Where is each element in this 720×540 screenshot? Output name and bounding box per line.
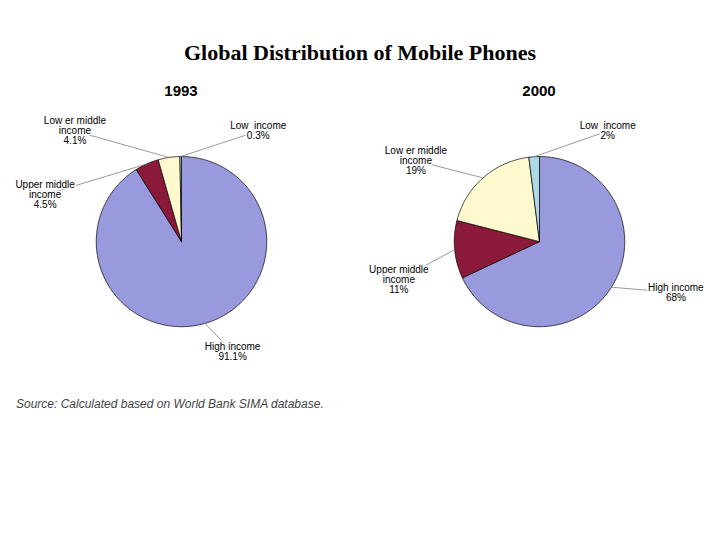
svg-text:Low er middleincome19%: Low er middleincome19% — [385, 145, 448, 176]
html-text:Source: Calculated based on Wo: Source: Calculated based on World Bank S… — [16, 397, 324, 411]
svg-text:High income91.1%: High income91.1% — [205, 341, 261, 362]
svg-text:Upper middleincome4.5%: Upper middleincome4.5% — [15, 179, 75, 210]
svg-text:Upper middleincome11%: Upper middleincome11% — [369, 264, 429, 295]
html-text:2000: 2000 — [522, 82, 556, 99]
html-text:1993: 1993 — [164, 82, 198, 99]
svg-text:High income68%: High income68% — [648, 282, 704, 303]
html-text:Global Distribution of Mobile: Global Distribution of Mobile Phones — [184, 40, 536, 65]
svg-text:Low income0.3%: Low income0.3% — [230, 120, 287, 141]
svg-text:Low income2%: Low income2% — [580, 120, 637, 141]
svg-text:Low er middleincome4.1%: Low er middleincome4.1% — [44, 115, 107, 146]
